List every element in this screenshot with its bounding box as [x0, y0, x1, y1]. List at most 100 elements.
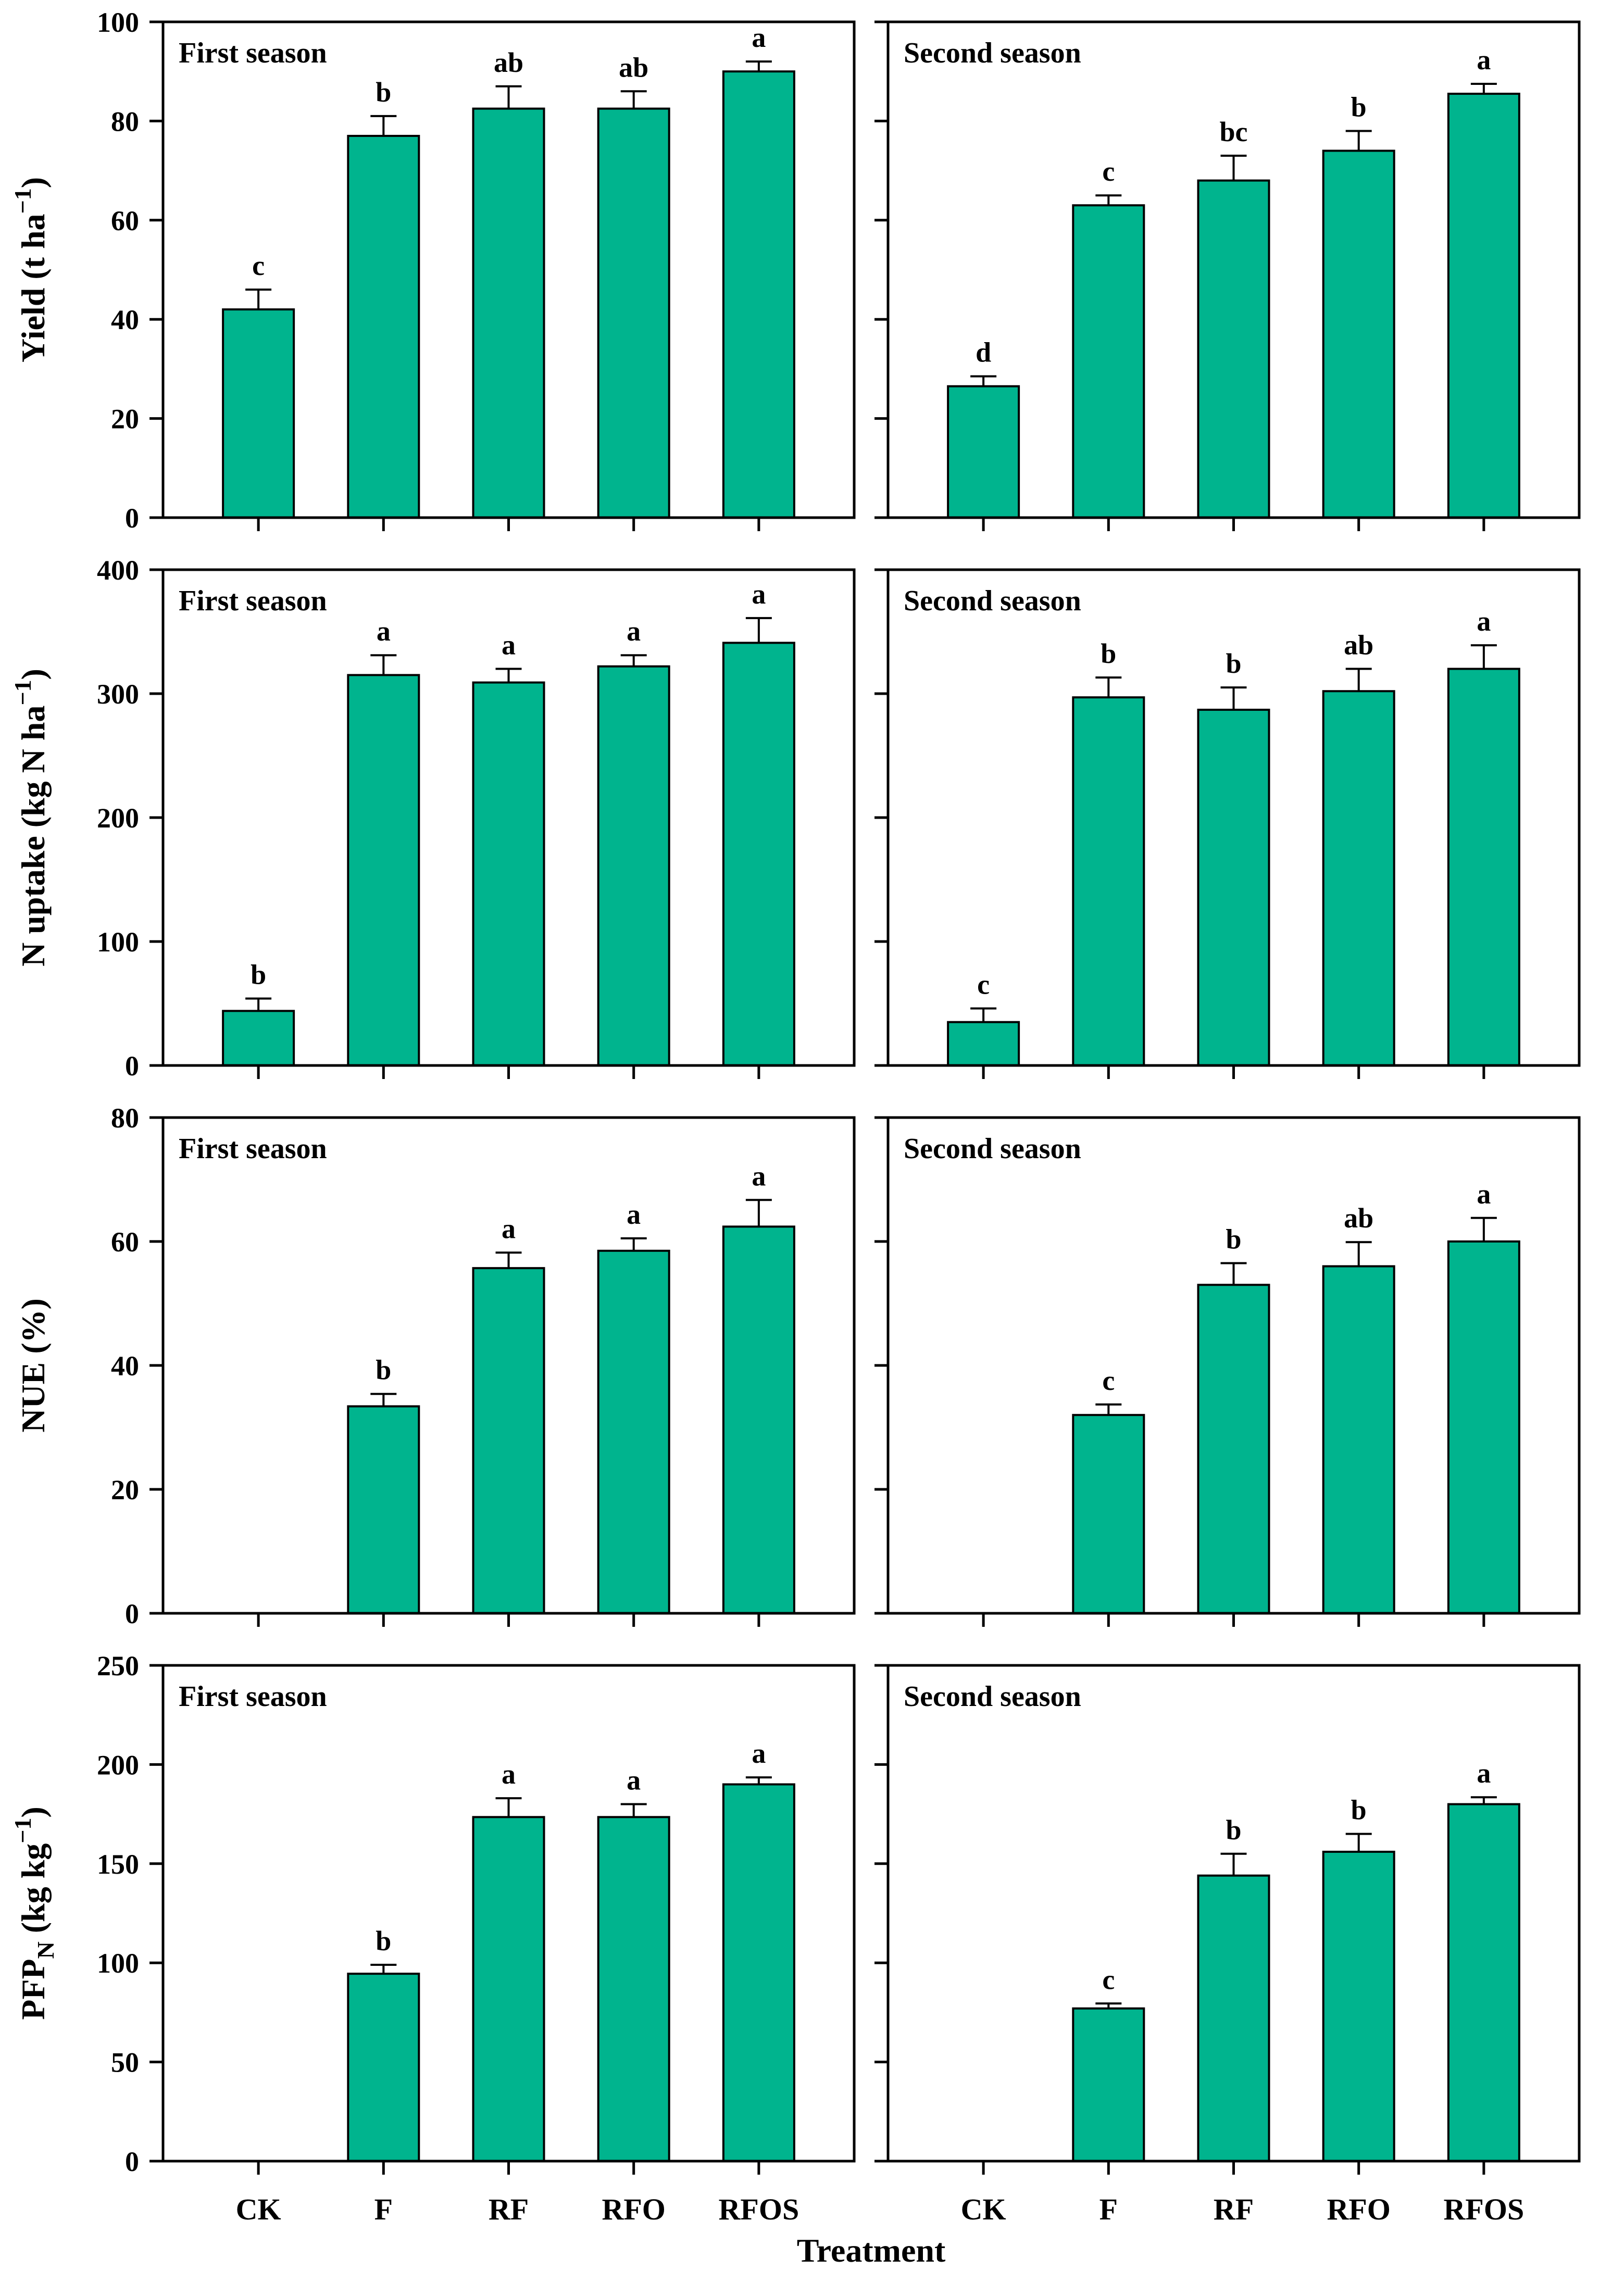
bar-RF [1197, 1874, 1270, 2162]
bar-RFOS [722, 1783, 795, 2163]
y-tick-label: 0 [125, 503, 139, 534]
y-tick-label: 60 [111, 205, 139, 236]
y-tick-label: 100 [97, 926, 139, 958]
sig-letter-RFOS: a [752, 579, 766, 610]
sig-letter-RFO: b [1351, 91, 1367, 122]
panel-nuptake-second-season: c b b ab a Second season [874, 568, 1581, 1079]
sig-letter-F: b [376, 1354, 391, 1386]
panel-nue-first-season: 0 20 40 60 80 b a a a First season NUE (%) [15, 1102, 856, 1629]
axis-box [161, 568, 856, 1067]
bar-RFO [597, 1249, 670, 1615]
panel-season-label: Second season [904, 585, 1081, 617]
y-tick-label: 300 [97, 679, 139, 710]
sig-letter-F: a [377, 616, 391, 647]
y-axis-title: N uptake (kg N ha−1) [9, 669, 52, 967]
x-tick-label-F: F [1099, 2192, 1118, 2226]
x-tick-label-RFO: RFO [602, 2192, 665, 2226]
x-axis-title: Treatment [796, 2232, 946, 2269]
sig-letter-RFO: ab [619, 52, 648, 83]
x-tick-label-CK: CK [236, 2192, 281, 2226]
x-tick-label-RFOS: RFOS [719, 2192, 799, 2226]
y-tick-label: 0 [125, 1050, 139, 1082]
panel-season-label: First season [179, 585, 327, 617]
axis-box [886, 1116, 1581, 1615]
sig-letter-CK: c [977, 969, 990, 1000]
y-tick-label: 80 [111, 106, 139, 137]
y-tick-label: 20 [111, 404, 139, 435]
sig-letter-RF: bc [1220, 116, 1248, 147]
bar-RF [472, 1267, 545, 1615]
sig-letter-RFOS: a [1477, 606, 1491, 637]
bar-RFO [1322, 149, 1395, 519]
sig-letter-F: b [376, 77, 391, 108]
panel-nue-second-season: c b ab a Second season [874, 1116, 1581, 1627]
y-tick-label: 200 [97, 1749, 139, 1780]
x-tick-label-RFO: RFO [1327, 2192, 1390, 2226]
y-tick-label: 20 [111, 1474, 139, 1505]
sig-letter-RF: ab [494, 47, 523, 78]
y-tick-label: 250 [97, 1650, 139, 1682]
bar-RFO [1322, 690, 1395, 1067]
y-tick-label: 40 [111, 304, 139, 335]
sig-letter-RFOS: a [1477, 1178, 1491, 1210]
panel-season-label: First season [179, 1133, 327, 1165]
bar-F [1072, 696, 1145, 1067]
bar-CK [222, 308, 295, 519]
panel-pfp-second-season: CK c Fb RF b RFO a RFOS Second season [874, 1664, 1581, 2226]
x-tick-label-CK: CK [961, 2192, 1006, 2226]
x-tick-label-F: F [374, 2192, 393, 2226]
sig-letter-RFOS: a [752, 1160, 766, 1191]
bar-RFOS [1447, 93, 1520, 519]
sig-letter-F: b [376, 1925, 391, 1956]
bar-RFOS [1447, 1803, 1520, 2162]
bar-RF [1197, 179, 1270, 519]
bar-CK [222, 1010, 295, 1067]
axis-box [161, 1116, 856, 1615]
sig-letter-RFO: a [627, 1765, 641, 1796]
bar-RFOS [722, 70, 795, 519]
x-tick-label-RF: RF [489, 2192, 529, 2226]
x-tick-label-RF: RF [1214, 2192, 1254, 2226]
bar-RF [472, 107, 545, 519]
y-tick-label: 0 [125, 1598, 139, 1629]
y-axis-title: NUE (%) [15, 1298, 52, 1433]
sig-letter-RFO: a [627, 616, 641, 647]
sig-letter-RF: a [502, 1759, 516, 1790]
sig-letter-CK: c [252, 250, 265, 281]
sig-letter-RFOS: a [752, 22, 766, 53]
sig-letter-F: b [1101, 638, 1116, 669]
bar-RFO [1322, 1850, 1395, 2162]
axis-box [886, 1664, 1581, 2163]
bar-F [1072, 204, 1145, 519]
panel-season-label: First season [179, 37, 327, 69]
y-axis-title: PFPN (kg kg−1) [9, 1806, 59, 2020]
bar-RF [1197, 1284, 1270, 1614]
bar-RFO [597, 107, 670, 519]
y-tick-label: 50 [111, 2047, 139, 2078]
sig-letter-RFOS: a [1477, 1758, 1491, 1789]
y-tick-label: 400 [97, 555, 139, 586]
bar-F [347, 1973, 420, 2162]
y-tick-label: 60 [111, 1226, 139, 1258]
bar-F [347, 134, 420, 519]
y-tick-label: 200 [97, 802, 139, 834]
sig-letter-RF: a [502, 1213, 516, 1244]
y-axis-title: Yield (t ha−1) [9, 177, 52, 362]
y-tick-label: 100 [97, 1948, 139, 1979]
sig-letter-RFO: b [1351, 1795, 1367, 1826]
axis-box [886, 20, 1581, 519]
panel-season-label: Second season [904, 1133, 1081, 1165]
bar-RFOS [722, 1225, 795, 1614]
axis-box [886, 568, 1581, 1067]
axis-box [161, 1664, 856, 2163]
panel-nuptake-first-season: 0 100 200 300 400 b a a a a First season N uptake (… [9, 555, 856, 1082]
sig-letter-CK: d [976, 337, 991, 368]
sig-letter-RF: b [1226, 648, 1241, 679]
sig-letter-RF: b [1226, 1814, 1241, 1846]
bar-RFOS [722, 642, 795, 1067]
bar-RFO [597, 1816, 670, 2162]
sig-letter-RF: a [502, 629, 516, 660]
bar-RFO [597, 665, 670, 1067]
sig-letter-RFO: ab [1344, 1202, 1373, 1234]
